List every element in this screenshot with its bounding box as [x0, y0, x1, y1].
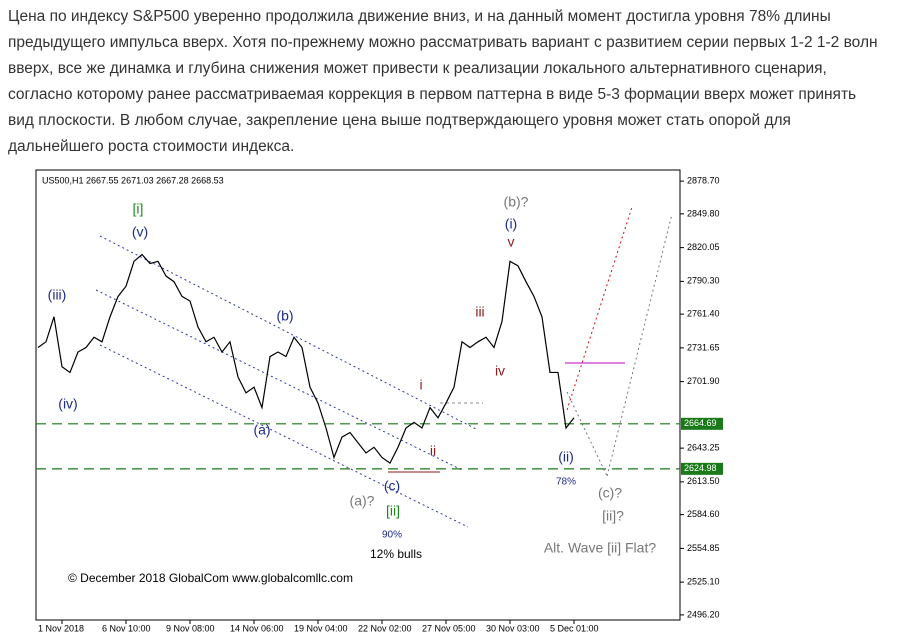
- wave-label: (c)?: [598, 485, 622, 501]
- wave-label: (i): [505, 216, 517, 232]
- wave-label: (b)?: [504, 194, 529, 210]
- level-label: 2624.98: [684, 463, 717, 473]
- wave-label: (b): [276, 308, 293, 324]
- y-tick-label: 2496.20: [687, 609, 720, 619]
- wave-label: (a): [253, 422, 270, 438]
- channel-lines: [95, 235, 479, 528]
- y-tick-label: 2878.70: [687, 175, 720, 185]
- x-tick-label: 30 Nov 03:00: [486, 623, 540, 633]
- x-tick-label: 22 Nov 02:00: [358, 623, 412, 633]
- x-tick-label: 6 Nov 10:00: [102, 623, 151, 633]
- x-tick-label: 27 Nov 05:00: [422, 623, 476, 633]
- level-label-box: [681, 417, 723, 430]
- projection-line: [566, 206, 633, 411]
- price-line: [37, 253, 575, 465]
- wave-label: 78%: [556, 477, 576, 488]
- y-tick-label: 2820.05: [687, 242, 720, 252]
- wave-label: (iv): [58, 396, 77, 412]
- wave-label: (v): [132, 224, 148, 240]
- projection-line: [566, 391, 608, 477]
- wave-label: [i]: [133, 201, 144, 217]
- channel-line: [99, 235, 479, 431]
- wave-label: iv: [495, 363, 505, 379]
- wave-label: © December 2018 GlobalCom www.globalcoml…: [68, 571, 353, 585]
- x-tick-label: 1 Nov 2018: [38, 623, 84, 633]
- wave-label: (c): [384, 478, 400, 494]
- y-tick-label: 2643.25: [687, 443, 720, 453]
- y-tick-label: 2525.10: [687, 576, 720, 586]
- wave-label: iii: [475, 304, 484, 320]
- wave-label: (ii): [558, 449, 574, 465]
- y-tick-label: 2849.80: [687, 208, 720, 218]
- chart-title: US500,H1 2667.55 2671.03 2667.28 2668.53: [42, 175, 224, 185]
- y-tick-label: 2790.30: [687, 276, 720, 286]
- y-tick-label: 2554.85: [687, 543, 720, 553]
- wave-label: [ii]?: [602, 508, 624, 524]
- wave-label: ii: [430, 443, 436, 459]
- wave-label: (a)?: [350, 493, 375, 509]
- level-label: 2664.69: [684, 418, 717, 428]
- y-tick-label: 2701.90: [687, 376, 720, 386]
- wave-label: [ii]: [386, 503, 400, 519]
- article-text: Цена по индексу S&P500 уверенно продолжи…: [8, 8, 878, 155]
- x-tick-label: 5 Dec 01:00: [550, 623, 599, 633]
- y-tick-label: 2761.40: [687, 309, 720, 319]
- plot-frame: [35, 169, 681, 621]
- wave-label: 12% bulls: [370, 547, 422, 561]
- x-tick-label: 19 Nov 04:00: [294, 623, 348, 633]
- wave-label: (iii): [48, 287, 67, 303]
- y-tick-label: 2731.65: [687, 342, 720, 352]
- wave-label: i: [419, 377, 422, 393]
- channel-line: [99, 344, 469, 528]
- wave-label: Alt. Wave [ii] Flat?: [544, 540, 657, 556]
- x-tick-label: 9 Nov 08:00: [166, 623, 215, 633]
- wave-label: 90%: [382, 530, 402, 541]
- wave-label: v: [508, 234, 515, 250]
- y-tick-label: 2584.60: [687, 509, 720, 519]
- level-label-box: [681, 462, 723, 475]
- x-tick-label: 14 Nov 06:00: [230, 623, 284, 633]
- y-tick-label: 2613.50: [687, 476, 720, 486]
